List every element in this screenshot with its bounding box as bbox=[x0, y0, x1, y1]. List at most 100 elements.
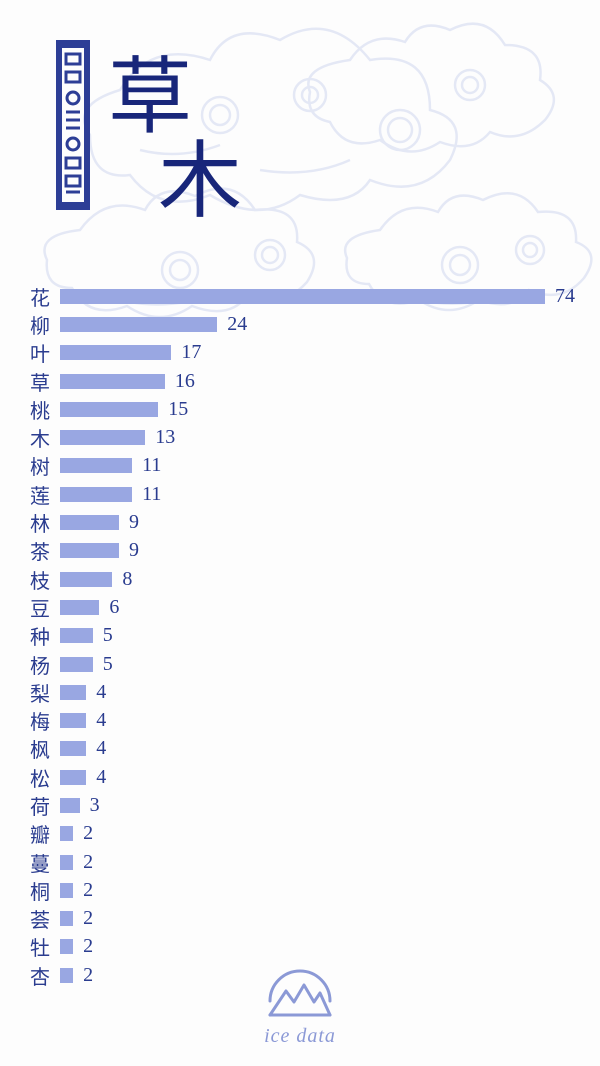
bar-wrap: 2 bbox=[56, 851, 570, 874]
bar bbox=[60, 289, 545, 304]
value-label: 15 bbox=[168, 398, 188, 421]
bar bbox=[60, 374, 165, 389]
bar-wrap: 4 bbox=[56, 737, 570, 760]
bar bbox=[60, 911, 73, 926]
category-label: 莲 bbox=[30, 480, 56, 509]
value-label: 4 bbox=[96, 681, 106, 704]
value-label: 2 bbox=[83, 879, 93, 902]
bar bbox=[60, 345, 171, 360]
value-label: 13 bbox=[155, 426, 175, 449]
bar bbox=[60, 402, 158, 417]
bar-wrap: 16 bbox=[56, 370, 570, 393]
value-label: 11 bbox=[142, 454, 161, 477]
bar-wrap: 11 bbox=[56, 454, 570, 477]
bar-wrap: 3 bbox=[56, 794, 570, 817]
category-label: 枫 bbox=[30, 734, 56, 763]
bar-wrap: 2 bbox=[56, 879, 570, 902]
value-label: 2 bbox=[83, 935, 93, 958]
chart-row: 蔓2 bbox=[30, 848, 570, 876]
bar bbox=[60, 798, 80, 813]
bar-wrap: 2 bbox=[56, 935, 570, 958]
category-label: 蔓 bbox=[30, 848, 56, 877]
footer-text: ice data bbox=[0, 1025, 600, 1048]
bar bbox=[60, 770, 86, 785]
chart-row: 叶 17 bbox=[30, 339, 570, 367]
category-label: 荷 bbox=[30, 791, 56, 820]
category-label: 豆 bbox=[30, 593, 56, 622]
chart-row: 花74 bbox=[30, 282, 570, 310]
bar bbox=[60, 883, 73, 898]
chart-row: 林9 bbox=[30, 508, 570, 536]
title-area: 草 木 bbox=[0, 0, 600, 230]
bar bbox=[60, 487, 132, 502]
bar-wrap: 2 bbox=[56, 907, 570, 930]
category-label: 柳 bbox=[30, 310, 56, 339]
bar-chart: 花74柳24叶17草16桃15木13树11莲11林9茶9枝8豆6种5杨5梨4梅4… bbox=[0, 230, 600, 989]
value-label: 5 bbox=[103, 653, 113, 676]
chart-row: 茶9 bbox=[30, 537, 570, 565]
chart-row: 枝8 bbox=[30, 565, 570, 593]
value-label: 74 bbox=[555, 285, 575, 308]
value-label: 6 bbox=[109, 596, 119, 619]
value-label: 5 bbox=[103, 624, 113, 647]
category-label: 树 bbox=[30, 451, 56, 480]
value-label: 8 bbox=[122, 568, 132, 591]
title-char-2: 木 bbox=[158, 114, 242, 235]
bar-wrap: 2 bbox=[56, 822, 570, 845]
value-label: 4 bbox=[96, 737, 106, 760]
chart-row: 木13 bbox=[30, 423, 570, 451]
value-label: 2 bbox=[83, 907, 93, 930]
chart-row: 柳 24 bbox=[30, 310, 570, 338]
bar-wrap: 4 bbox=[56, 766, 570, 789]
value-label: 2 bbox=[83, 822, 93, 845]
bar bbox=[60, 458, 132, 473]
bar bbox=[60, 855, 73, 870]
category-label: 茶 bbox=[30, 536, 56, 565]
bar bbox=[60, 572, 112, 587]
chart-row: 莲 11 bbox=[30, 480, 570, 508]
value-label: 24 bbox=[227, 313, 247, 336]
value-label: 4 bbox=[96, 766, 106, 789]
chart-row: 种5 bbox=[30, 622, 570, 650]
bar-wrap: 4 bbox=[56, 681, 570, 704]
bar bbox=[60, 939, 73, 954]
category-label: 牡 bbox=[30, 932, 56, 961]
category-label: 叶 bbox=[30, 338, 56, 367]
chart-row: 杨5 bbox=[30, 650, 570, 678]
category-label: 花 bbox=[30, 282, 56, 311]
value-label: 9 bbox=[129, 539, 139, 562]
bar bbox=[60, 515, 119, 530]
value-label: 2 bbox=[83, 851, 93, 874]
chart-row: 荟2 bbox=[30, 905, 570, 933]
bar-wrap: 11 bbox=[56, 483, 570, 506]
chart-row: 桐2 bbox=[30, 876, 570, 904]
chart-row: 梨4 bbox=[30, 678, 570, 706]
category-label: 草 bbox=[30, 367, 56, 396]
value-label: 17 bbox=[181, 341, 201, 364]
bar-wrap: 5 bbox=[56, 653, 570, 676]
category-label: 杨 bbox=[30, 650, 56, 679]
title-ornament bbox=[56, 40, 90, 210]
bar bbox=[60, 430, 145, 445]
bar bbox=[60, 713, 86, 728]
bar bbox=[60, 826, 73, 841]
category-label: 种 bbox=[30, 621, 56, 650]
category-label: 梅 bbox=[30, 706, 56, 735]
footer: ice data bbox=[0, 969, 600, 1048]
value-label: 11 bbox=[142, 483, 161, 506]
chart-row: 树 11 bbox=[30, 452, 570, 480]
category-label: 荟 bbox=[30, 904, 56, 933]
bar-wrap: 5 bbox=[56, 624, 570, 647]
category-label: 桐 bbox=[30, 876, 56, 905]
category-label: 林 bbox=[30, 508, 56, 537]
chart-row: 豆6 bbox=[30, 593, 570, 621]
chart-row: 枫4 bbox=[30, 735, 570, 763]
bar-wrap: 17 bbox=[56, 341, 570, 364]
bar bbox=[60, 628, 93, 643]
chart-row: 松4 bbox=[30, 763, 570, 791]
bar-wrap: 4 bbox=[56, 709, 570, 732]
chart-row: 梅4 bbox=[30, 706, 570, 734]
bar-wrap: 9 bbox=[56, 539, 570, 562]
value-label: 3 bbox=[90, 794, 100, 817]
chart-row: 桃15 bbox=[30, 395, 570, 423]
